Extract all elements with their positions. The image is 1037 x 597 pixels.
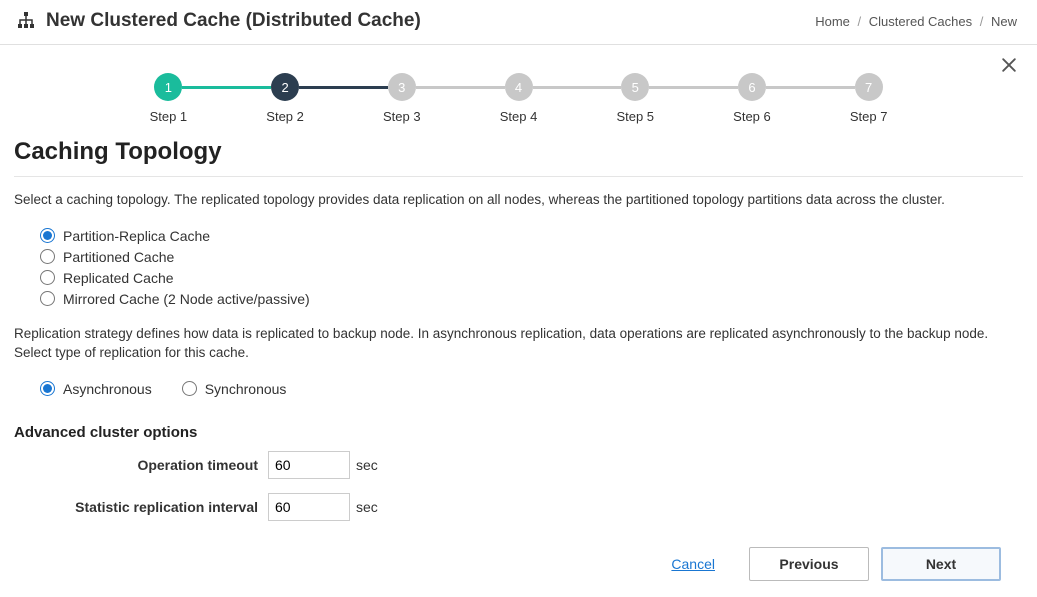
breadcrumb-item-home[interactable]: Home: [815, 14, 850, 29]
topology-radio[interactable]: [40, 228, 55, 243]
step-connector: [766, 86, 855, 89]
step-7[interactable]: 7 Step 7: [810, 73, 927, 124]
topology-description: Select a caching topology. The replicate…: [14, 191, 1017, 210]
topology-radio-group: Partition-Replica Cache Partitioned Cache…: [40, 228, 1017, 307]
step-5[interactable]: 5 Step 5: [577, 73, 694, 124]
step-indicator: 7: [855, 73, 883, 101]
statistic-interval-input[interactable]: [268, 493, 350, 521]
step-indicator: 6: [738, 73, 766, 101]
step-connector: [533, 86, 622, 89]
operation-timeout-unit: sec: [356, 457, 378, 473]
step-indicator: 4: [505, 73, 533, 101]
wizard-pane: 1 Step 1 2 Step 2 3 Step 3 4 Step 4 5 Step 5 6 Step…: [0, 45, 1037, 597]
step-label: Step 5: [616, 109, 654, 124]
step-4[interactable]: 4 Step 4: [460, 73, 577, 124]
replication-option-label: Synchronous: [205, 381, 287, 397]
statistic-interval-field: Statistic replication interval sec: [20, 493, 1017, 521]
operation-timeout-label: Operation timeout: [20, 457, 268, 473]
step-connector: [299, 86, 388, 89]
previous-button[interactable]: Previous: [749, 547, 869, 581]
replication-option[interactable]: Asynchronous: [40, 381, 152, 397]
breadcrumb-item-clustered-caches[interactable]: Clustered Caches: [869, 14, 972, 29]
topology-option-label: Replicated Cache: [63, 270, 174, 286]
page-header: New Clustered Cache (Distributed Cache) …: [0, 0, 1037, 45]
replication-radio[interactable]: [182, 381, 197, 396]
cluster-icon: [16, 11, 36, 31]
wizard-footer: Cancel Previous Next: [20, 535, 1017, 597]
step-label: Step 6: [733, 109, 771, 124]
wizard-stepper: 1 Step 1 2 Step 2 3 Step 3 4 Step 4 5 Step 5 6 Step…: [20, 73, 1017, 124]
step-label: Step 4: [500, 109, 538, 124]
topology-option[interactable]: Replicated Cache: [40, 270, 1017, 286]
operation-timeout-input[interactable]: [268, 451, 350, 479]
statistic-interval-label: Statistic replication interval: [20, 499, 268, 515]
step-3[interactable]: 3 Step 3: [343, 73, 460, 124]
advanced-options-title: Advanced cluster options: [14, 424, 1017, 441]
replication-option-label: Asynchronous: [63, 381, 152, 397]
step-indicator: 5: [621, 73, 649, 101]
breadcrumb: Home / Clustered Caches / New: [815, 14, 1017, 29]
step-indicator: 2: [271, 73, 299, 101]
step-indicator: 3: [388, 73, 416, 101]
replication-description: Replication strategy defines how data is…: [14, 325, 1017, 363]
step-label: Step 2: [266, 109, 304, 124]
step-indicator: 1: [154, 73, 182, 101]
section-title: Caching Topology: [14, 138, 1017, 166]
topology-option[interactable]: Partitioned Cache: [40, 249, 1017, 265]
breadcrumb-separator: /: [980, 14, 984, 29]
topology-option[interactable]: Partition-Replica Cache: [40, 228, 1017, 244]
topology-radio[interactable]: [40, 270, 55, 285]
step-connector: [182, 86, 271, 89]
step-label: Step 1: [150, 109, 188, 124]
step-label: Step 7: [850, 109, 888, 124]
divider: [14, 176, 1023, 177]
operation-timeout-field: Operation timeout sec: [20, 451, 1017, 479]
header-left: New Clustered Cache (Distributed Cache): [16, 10, 421, 32]
page-title: New Clustered Cache (Distributed Cache): [46, 10, 421, 32]
step-connector: [649, 86, 738, 89]
replication-radio-group: Asynchronous Synchronous: [40, 381, 1017, 402]
topology-radio[interactable]: [40, 291, 55, 306]
breadcrumb-separator: /: [858, 14, 862, 29]
step-label: Step 3: [383, 109, 421, 124]
topology-option-label: Mirrored Cache (2 Node active/passive): [63, 291, 310, 307]
replication-radio[interactable]: [40, 381, 55, 396]
replication-option[interactable]: Synchronous: [182, 381, 287, 397]
statistic-interval-unit: sec: [356, 499, 378, 515]
cancel-link[interactable]: Cancel: [671, 556, 715, 572]
step-connector: [416, 86, 505, 89]
step-2[interactable]: 2 Step 2: [227, 73, 344, 124]
step-6[interactable]: 6 Step 6: [694, 73, 811, 124]
topology-option[interactable]: Mirrored Cache (2 Node active/passive): [40, 291, 1017, 307]
breadcrumb-item-new: New: [991, 14, 1017, 29]
step-1[interactable]: 1 Step 1: [110, 73, 227, 124]
topology-option-label: Partitioned Cache: [63, 249, 174, 265]
topology-option-label: Partition-Replica Cache: [63, 228, 210, 244]
next-button[interactable]: Next: [881, 547, 1001, 581]
topology-radio[interactable]: [40, 249, 55, 264]
